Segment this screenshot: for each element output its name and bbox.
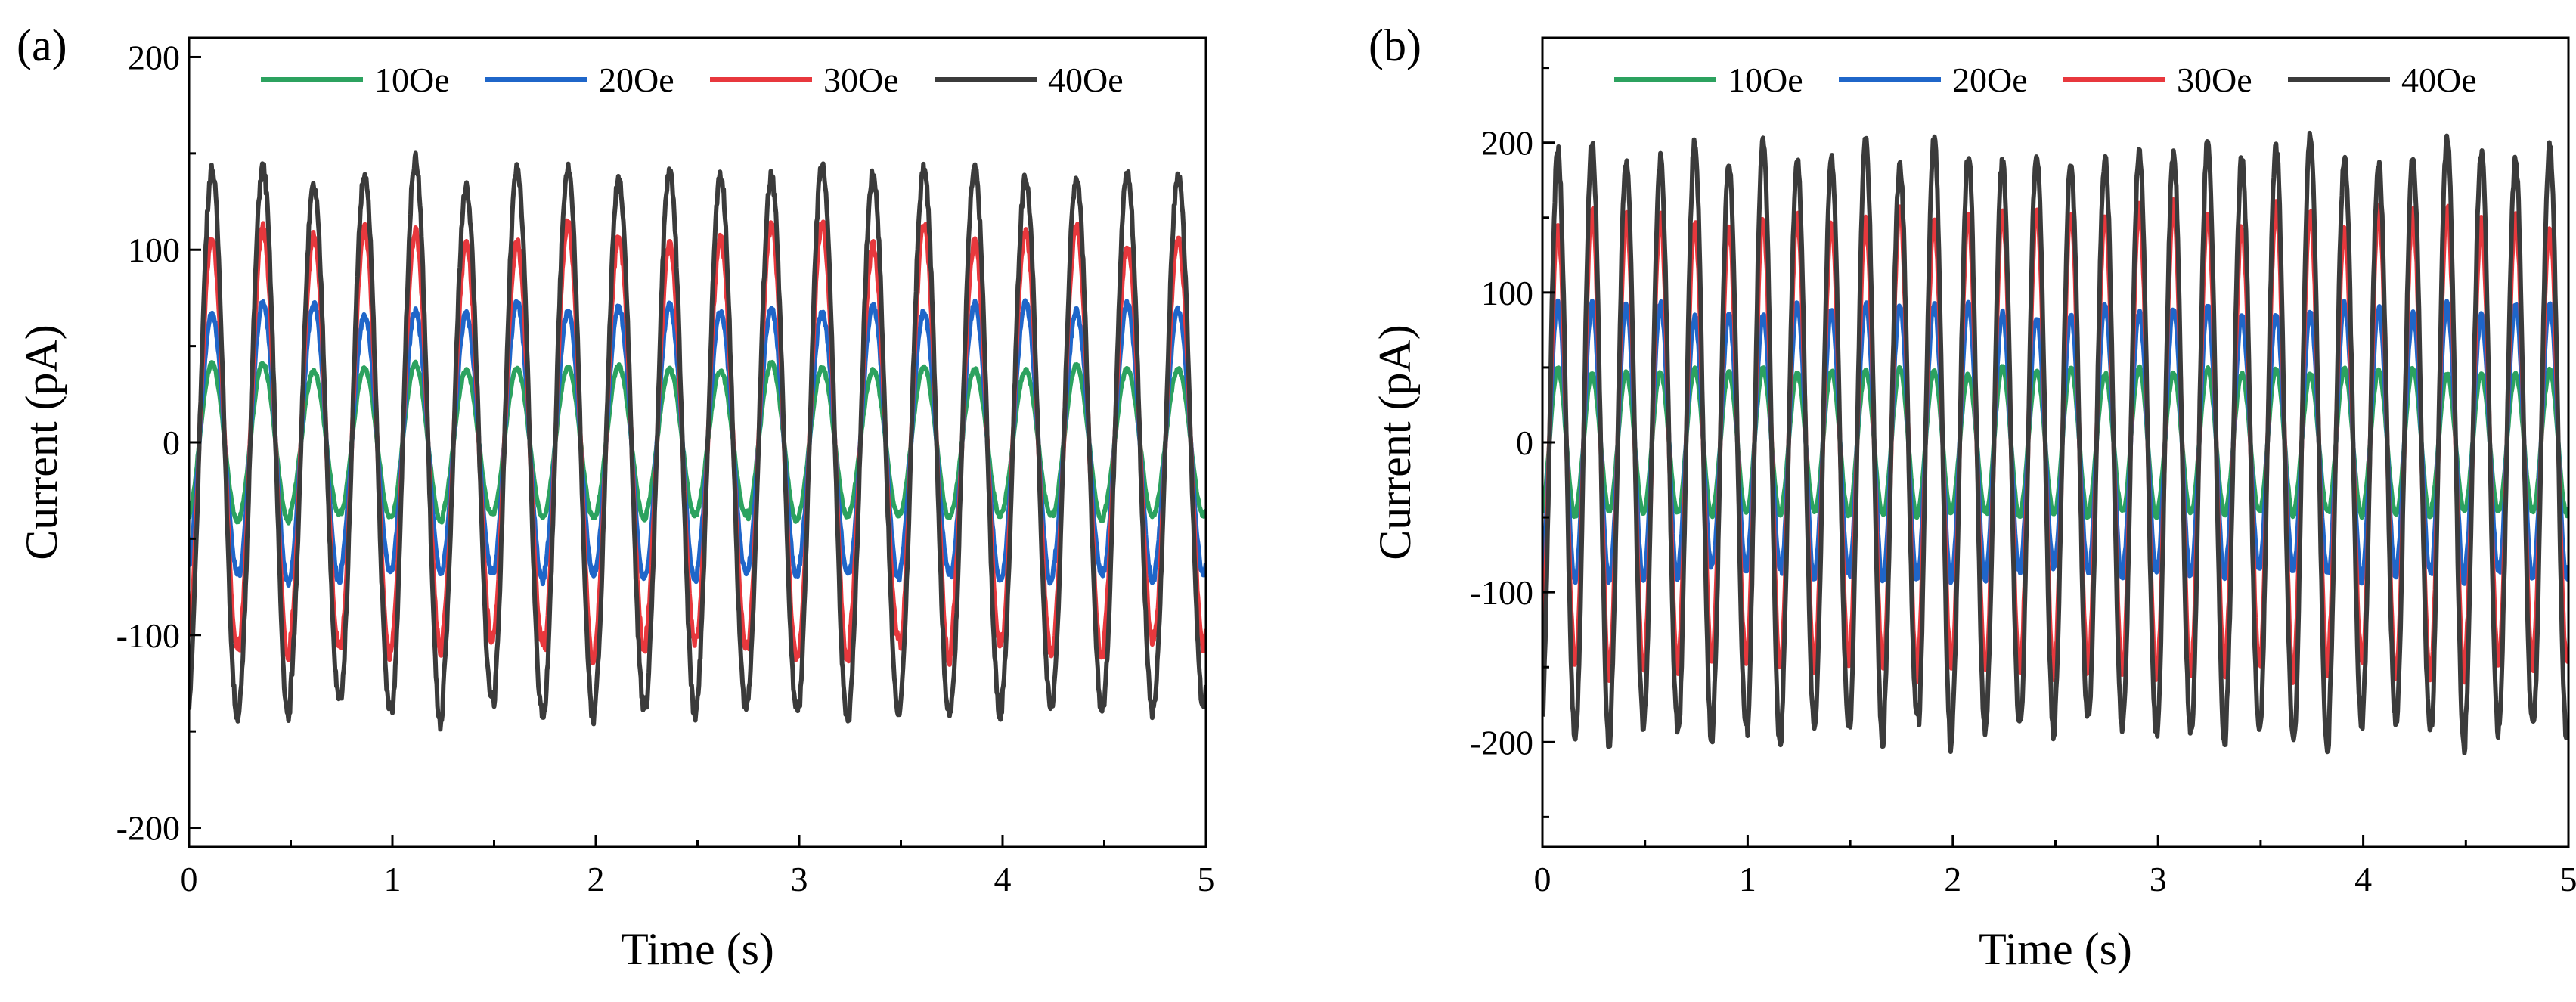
legend-label: 20Oe	[1952, 60, 2028, 99]
panel-a: (a) 0 1 2 3 4 5 -200 -100 0 100 200 Time (s) Curre…	[17, 20, 1215, 974]
legend-item: 20Oe	[1839, 60, 2028, 99]
x-tick-label: 1	[384, 860, 401, 898]
x-tick-label: 3	[791, 860, 808, 898]
y-tick-label: 0	[1516, 423, 1533, 462]
panel-label: (b)	[1369, 20, 1421, 70]
axis-ticks: 0 1 2 3 4 5 -200 -100 0 100 200	[1470, 67, 2576, 898]
legend-item: 20Oe	[485, 60, 674, 99]
legend-item: 40Oe	[2288, 60, 2477, 99]
x-tick-label: 3	[2150, 860, 2167, 898]
series-line-30Oe	[1542, 197, 2568, 685]
panel-b: (b) 0 1 2 3 4 5 -200 -100 0 100 200 Time (s) Curre…	[1369, 20, 2576, 974]
legend-item: 30Oe	[710, 60, 899, 99]
x-tick-label: 4	[2354, 860, 2372, 898]
y-tick-label: 0	[163, 423, 180, 462]
plot-frame	[188, 36, 1207, 848]
series-line-10Oe	[189, 359, 1206, 526]
y-axis-label: Current (pA)	[17, 324, 67, 560]
legend-label: 30Oe	[2177, 60, 2252, 99]
legend-item: 10Oe	[1614, 60, 1803, 99]
legend-label: 40Oe	[2401, 60, 2477, 99]
legend-label: 30Oe	[823, 60, 899, 99]
y-tick-label: 200	[128, 38, 180, 76]
y-tick-label: -100	[1470, 573, 1533, 612]
series-line-10Oe	[1542, 364, 2568, 520]
y-tick-label: -200	[116, 809, 180, 848]
x-tick-label: 2	[587, 860, 605, 898]
series-line-20Oe	[1542, 298, 2568, 586]
x-axis-label: Time (s)	[621, 924, 774, 974]
legend-label: 20Oe	[599, 60, 674, 99]
legend: 10Oe 20Oe 30Oe 40Oe	[1614, 60, 2477, 99]
series-line-30Oe	[189, 218, 1206, 667]
y-tick-label: -200	[1470, 723, 1533, 762]
plot-area	[1542, 130, 2568, 755]
x-tick-label: 0	[1534, 860, 1551, 898]
series-line-20Oe	[189, 298, 1206, 588]
legend-item: 10Oe	[261, 60, 450, 99]
y-tick-label: 100	[1481, 274, 1533, 312]
series-line-40Oe	[1542, 130, 2568, 755]
legend-item: 30Oe	[2063, 60, 2252, 99]
x-tick-label: 2	[1944, 860, 1961, 898]
x-axis-label: Time (s)	[1979, 924, 2132, 974]
x-tick-label: 1	[1739, 860, 1756, 898]
legend: 10Oe 20Oe 30Oe 40Oe	[261, 60, 1124, 99]
y-axis-label: Current (pA)	[1370, 324, 1420, 560]
legend-label: 40Oe	[1048, 60, 1124, 99]
panel-label: (a)	[17, 20, 67, 70]
y-tick-label: 100	[128, 231, 180, 269]
axis-ticks: 0 1 2 3 4 5 -200 -100 0 100 200	[116, 38, 1215, 898]
x-tick-label: 5	[1198, 860, 1215, 898]
plot-area	[189, 150, 1206, 732]
series-line-40Oe	[189, 150, 1206, 732]
x-tick-label: 0	[181, 860, 198, 898]
x-tick-label: 4	[994, 860, 1012, 898]
legend-label: 10Oe	[374, 60, 450, 99]
y-tick-label: 200	[1481, 124, 1533, 163]
legend-item: 40Oe	[935, 60, 1124, 99]
legend-label: 10Oe	[1728, 60, 1803, 99]
x-tick-label: 5	[2560, 860, 2576, 898]
y-tick-label: -100	[116, 616, 180, 655]
